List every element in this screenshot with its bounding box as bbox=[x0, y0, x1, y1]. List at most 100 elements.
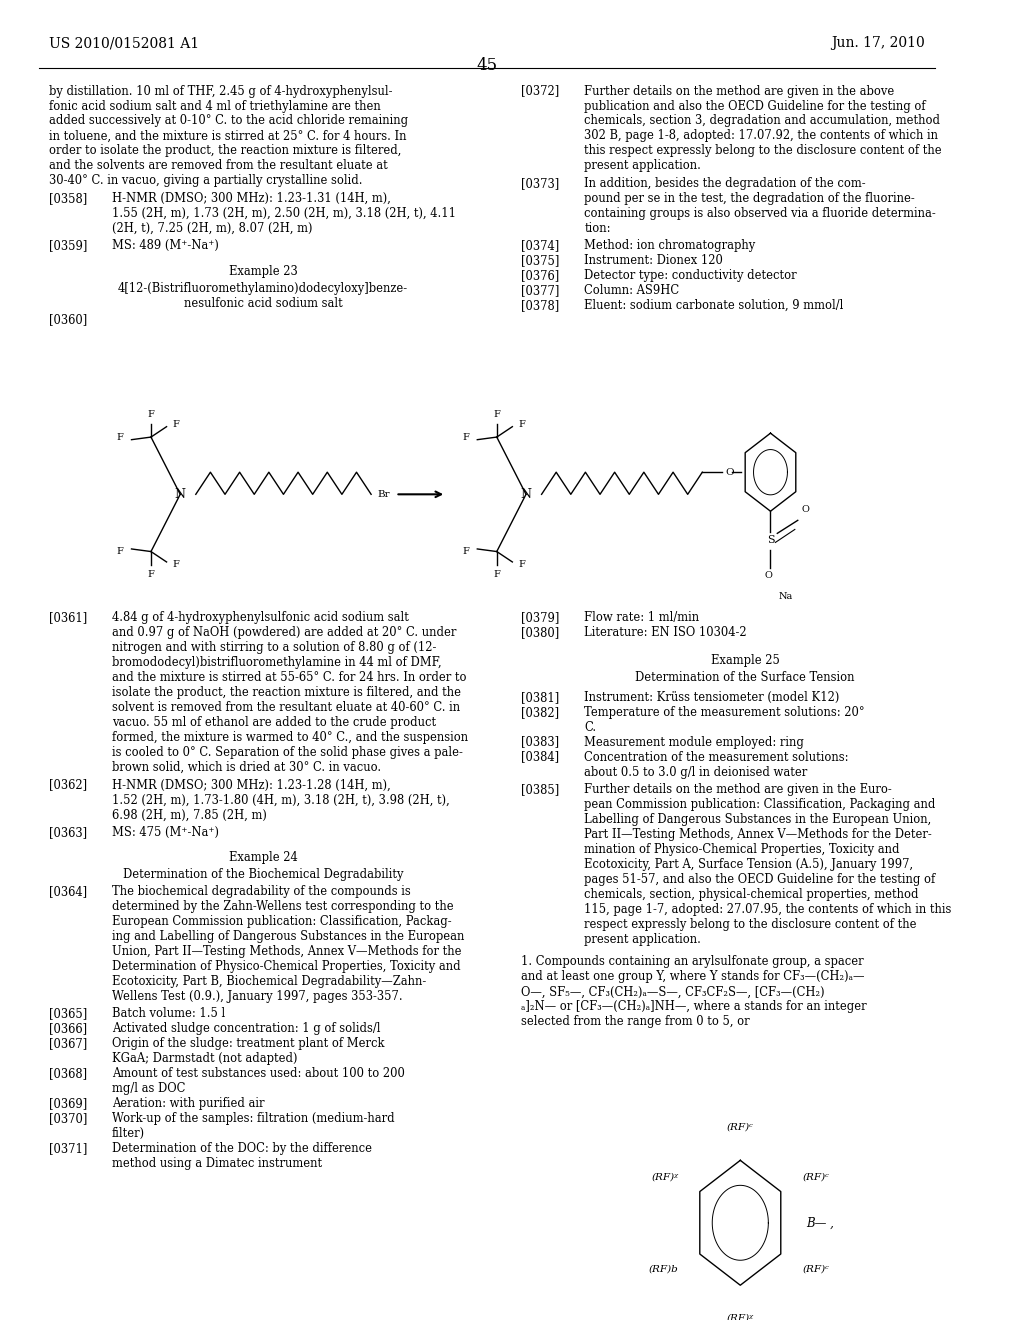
Text: chemicals, section 3, degradation and accumulation, method: chemicals, section 3, degradation and ac… bbox=[585, 115, 940, 128]
Text: Batch volume: 1.5 l: Batch volume: 1.5 l bbox=[112, 1007, 225, 1020]
Text: Method: ion chromatography: Method: ion chromatography bbox=[585, 239, 756, 252]
Text: [0361]: [0361] bbox=[49, 611, 87, 624]
Text: about 0.5 to 3.0 g/l in deionised water: about 0.5 to 3.0 g/l in deionised water bbox=[585, 766, 808, 779]
Text: Determination of the DOC: by the difference: Determination of the DOC: by the differe… bbox=[112, 1142, 372, 1155]
Text: Amount of test substances used: about 100 to 200: Amount of test substances used: about 10… bbox=[112, 1068, 404, 1080]
Text: is cooled to 0° C. Separation of the solid phase gives a pale-: is cooled to 0° C. Separation of the sol… bbox=[112, 746, 463, 759]
Text: O: O bbox=[765, 572, 772, 579]
Text: (RF)ᶜ: (RF)ᶜ bbox=[802, 1265, 829, 1274]
Text: Na: Na bbox=[778, 591, 793, 601]
Text: [0378]: [0378] bbox=[521, 300, 559, 313]
Text: (RF)ᶜ: (RF)ᶜ bbox=[802, 1172, 829, 1181]
Text: F: F bbox=[147, 411, 155, 418]
Text: 1.52 (2H, m), 1.73-1.80 (4H, m), 3.18 (2H, t), 3.98 (2H, t),: 1.52 (2H, m), 1.73-1.80 (4H, m), 3.18 (2… bbox=[112, 793, 450, 807]
Text: ₐ]₂N— or [CF₃—(CH₂)ₐ]NH—, where a stands for an integer: ₐ]₂N— or [CF₃—(CH₂)ₐ]NH—, where a stands… bbox=[521, 1001, 866, 1014]
Text: Part II—Testing Methods, Annex V—Methods for the Deter-: Part II—Testing Methods, Annex V—Methods… bbox=[585, 828, 932, 841]
Text: Aeration: with purified air: Aeration: with purified air bbox=[112, 1097, 264, 1110]
Text: Activated sludge concentration: 1 g of solids/l: Activated sludge concentration: 1 g of s… bbox=[112, 1023, 381, 1035]
Text: B— ,: B— , bbox=[807, 1216, 835, 1229]
Text: European Commission publication: Classification, Packag-: European Commission publication: Classif… bbox=[112, 915, 452, 928]
Text: (RF)ᵡ: (RF)ᵡ bbox=[651, 1172, 678, 1181]
Text: Work-up of the samples: filtration (medium-hard: Work-up of the samples: filtration (medi… bbox=[112, 1113, 394, 1125]
Text: [0376]: [0376] bbox=[521, 269, 559, 282]
Text: Instrument: Krüss tensiometer (model K12): Instrument: Krüss tensiometer (model K12… bbox=[585, 690, 840, 704]
Text: Ecotoxicity, Part A, Surface Tension (A.5), January 1997,: Ecotoxicity, Part A, Surface Tension (A.… bbox=[585, 858, 913, 871]
Text: this respect expressly belong to the disclosure content of the: this respect expressly belong to the dis… bbox=[585, 144, 942, 157]
Text: bromododecyl)bistrifluoromethylamine in 44 ml of DMF,: bromododecyl)bistrifluoromethylamine in … bbox=[112, 656, 441, 669]
Text: [0377]: [0377] bbox=[521, 284, 559, 297]
Text: F: F bbox=[494, 570, 500, 578]
Text: F: F bbox=[147, 570, 155, 578]
Text: [0381]: [0381] bbox=[521, 690, 559, 704]
Text: pages 51-57, and also the OECD Guideline for the testing of: pages 51-57, and also the OECD Guideline… bbox=[585, 873, 936, 886]
Text: Column: AS9HC: Column: AS9HC bbox=[585, 284, 680, 297]
Text: and the solvents are removed from the resultant eluate at: and the solvents are removed from the re… bbox=[49, 160, 387, 173]
Text: [0364]: [0364] bbox=[49, 886, 87, 898]
Text: Determination of the Surface Tension: Determination of the Surface Tension bbox=[636, 672, 855, 684]
Text: (RF)ᶜ: (RF)ᶜ bbox=[727, 1123, 754, 1131]
Text: [0374]: [0374] bbox=[521, 239, 559, 252]
Text: Example 25: Example 25 bbox=[711, 655, 779, 668]
Text: F: F bbox=[117, 433, 124, 442]
Text: order to isolate the product, the reaction mixture is filtered,: order to isolate the product, the reacti… bbox=[49, 144, 401, 157]
Text: In addition, besides the degradation of the com-: In addition, besides the degradation of … bbox=[585, 177, 866, 190]
Text: H-NMR (DMSO; 300 MHz): 1.23-1.28 (14H, m),: H-NMR (DMSO; 300 MHz): 1.23-1.28 (14H, m… bbox=[112, 779, 391, 792]
Text: solvent is removed from the resultant eluate at 40-60° C. in: solvent is removed from the resultant el… bbox=[112, 701, 460, 714]
Text: Temperature of the measurement solutions: 20°: Temperature of the measurement solutions… bbox=[585, 706, 865, 718]
Text: vacuo. 55 ml of ethanol are added to the crude product: vacuo. 55 ml of ethanol are added to the… bbox=[112, 717, 436, 729]
Text: [0380]: [0380] bbox=[521, 627, 559, 639]
Text: [0375]: [0375] bbox=[521, 255, 559, 268]
Text: 45: 45 bbox=[476, 57, 498, 74]
Text: Measurement module employed: ring: Measurement module employed: ring bbox=[585, 735, 804, 748]
Text: F: F bbox=[172, 420, 179, 429]
Text: Detector type: conductivity detector: Detector type: conductivity detector bbox=[585, 269, 797, 282]
Text: [0379]: [0379] bbox=[521, 611, 559, 624]
Text: Further details on the method are given in the Euro-: Further details on the method are given … bbox=[585, 783, 892, 796]
Text: H-NMR (DMSO; 300 MHz): 1.23-1.31 (14H, m),: H-NMR (DMSO; 300 MHz): 1.23-1.31 (14H, m… bbox=[112, 191, 391, 205]
Text: Ecotoxicity, Part B, Biochemical Degradability—Zahn-: Ecotoxicity, Part B, Biochemical Degrada… bbox=[112, 975, 426, 987]
Text: Literature: EN ISO 10304-2: Literature: EN ISO 10304-2 bbox=[585, 627, 748, 639]
Text: [0360]: [0360] bbox=[49, 314, 87, 326]
Text: N: N bbox=[175, 488, 185, 500]
Text: [0369]: [0369] bbox=[49, 1097, 87, 1110]
Text: MS: 489 (M⁺-Na⁺): MS: 489 (M⁺-Na⁺) bbox=[112, 239, 219, 252]
Text: [0384]: [0384] bbox=[521, 751, 559, 763]
Text: and the mixture is stirred at 55-65° C. for 24 hrs. In order to: and the mixture is stirred at 55-65° C. … bbox=[112, 672, 467, 684]
Text: Union, Part II—Testing Methods, Annex V—Methods for the: Union, Part II—Testing Methods, Annex V—… bbox=[112, 945, 462, 958]
Text: and at least one group Y, where Y stands for CF₃—(CH₂)ₐ—: and at least one group Y, where Y stands… bbox=[521, 970, 864, 983]
Text: [0363]: [0363] bbox=[49, 826, 87, 840]
Text: brown solid, which is dried at 30° C. in vacuo.: brown solid, which is dried at 30° C. in… bbox=[112, 762, 381, 774]
Text: tion:: tion: bbox=[585, 222, 611, 235]
Text: Eluent: sodium carbonate solution, 9 mmol/l: Eluent: sodium carbonate solution, 9 mmo… bbox=[585, 300, 844, 313]
Text: F: F bbox=[518, 420, 525, 429]
Text: F: F bbox=[518, 560, 525, 569]
Text: Further details on the method are given in the above: Further details on the method are given … bbox=[585, 84, 895, 98]
Text: [0367]: [0367] bbox=[49, 1038, 87, 1051]
Text: fonic acid sodium salt and 4 ml of triethylamine are then: fonic acid sodium salt and 4 ml of triet… bbox=[49, 99, 381, 112]
Text: Labelling of Dangerous Substances in the European Union,: Labelling of Dangerous Substances in the… bbox=[585, 813, 932, 826]
Text: mg/l as DOC: mg/l as DOC bbox=[112, 1082, 185, 1096]
Text: Example 23: Example 23 bbox=[228, 265, 297, 277]
Text: O: O bbox=[802, 504, 810, 513]
Text: in toluene, and the mixture is stirred at 25° C. for 4 hours. In: in toluene, and the mixture is stirred a… bbox=[49, 129, 407, 143]
Text: respect expressly belong to the disclosure content of the: respect expressly belong to the disclosu… bbox=[585, 917, 916, 931]
Text: F: F bbox=[172, 560, 179, 569]
Text: Determination of the Biochemical Degradability: Determination of the Biochemical Degrada… bbox=[123, 869, 403, 882]
Text: mination of Physico-Chemical Properties, Toxicity and: mination of Physico-Chemical Properties,… bbox=[585, 843, 900, 855]
Text: 4[12-(Bistrifluoromethylamino)dodecyloxy]benze-: 4[12-(Bistrifluoromethylamino)dodecyloxy… bbox=[118, 281, 408, 294]
Text: [0385]: [0385] bbox=[521, 783, 559, 796]
Text: 1. Compounds containing an arylsulfonate group, a spacer: 1. Compounds containing an arylsulfonate… bbox=[521, 956, 864, 969]
Text: The biochemical degradability of the compounds is: The biochemical degradability of the com… bbox=[112, 886, 411, 898]
Text: Concentration of the measurement solutions:: Concentration of the measurement solutio… bbox=[585, 751, 849, 763]
Text: (RF)ᵡ: (RF)ᵡ bbox=[727, 1313, 754, 1320]
Text: [0368]: [0368] bbox=[49, 1068, 87, 1080]
Text: O: O bbox=[726, 467, 734, 477]
Text: F: F bbox=[117, 546, 124, 556]
Text: Wellens Test (0.9.), January 1997, pages 353-357.: Wellens Test (0.9.), January 1997, pages… bbox=[112, 990, 402, 1003]
Text: C.: C. bbox=[585, 721, 597, 734]
Text: [0362]: [0362] bbox=[49, 779, 87, 792]
Text: 302 B, page 1-8, adopted: 17.07.92, the contents of which in: 302 B, page 1-8, adopted: 17.07.92, the … bbox=[585, 129, 938, 143]
Text: isolate the product, the reaction mixture is filtered, and the: isolate the product, the reaction mixtur… bbox=[112, 686, 461, 700]
Text: filter): filter) bbox=[112, 1127, 145, 1140]
Text: US 2010/0152081 A1: US 2010/0152081 A1 bbox=[49, 37, 199, 50]
